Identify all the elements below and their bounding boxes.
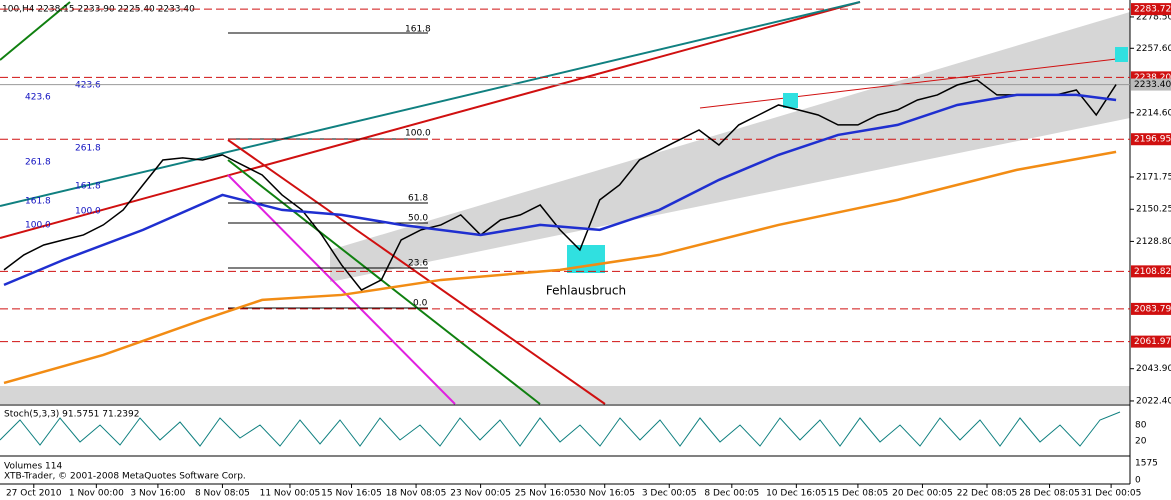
x-tick-label: 25 Nov 16:05: [515, 489, 576, 499]
level-label: 2061.97: [1134, 337, 1171, 347]
y-tick-label: 2043.90: [1136, 364, 1171, 374]
x-tick-label: 27 Oct 2010: [6, 489, 62, 499]
volume-label: Volumes 114: [4, 462, 62, 472]
level-label: 2083.79: [1134, 304, 1171, 314]
x-tick-label: 8 Nov 08:05: [195, 489, 250, 499]
level-label: 2108.82: [1134, 267, 1171, 277]
x-tick-label: 15 Nov 16:05: [321, 489, 382, 499]
fib-label: 0.0: [413, 299, 428, 309]
y-tick-label: 2128.80: [1136, 237, 1171, 247]
x-tick-label: 11 Nov 00:05: [260, 489, 321, 499]
x-tick-label: 8 Dec 00:05: [704, 489, 759, 499]
x-tick-label: 15 Dec 08:05: [828, 489, 889, 499]
fib-ext-label: 100.0: [25, 221, 51, 231]
fib-ext-label: 423.6: [25, 93, 51, 103]
y-tick-label: 2171.75: [1136, 173, 1171, 183]
stoch-line: [0, 411, 1121, 447]
y-tick-label: 2214.60: [1136, 108, 1171, 118]
fib-ext-label: 100.0: [75, 207, 101, 217]
level-box: [1131, 133, 1171, 146]
level-box: [1131, 265, 1171, 278]
annotation: Fehlausbruch: [546, 284, 626, 298]
trend-line: [227, 139, 606, 405]
fib-ext-label: 423.6: [75, 81, 101, 91]
fib-label: 50.0: [408, 214, 428, 224]
stoch-label: Stoch(5,3,3) 91.5751 71.2392: [4, 410, 139, 420]
stoch-tick: 80: [1135, 421, 1147, 431]
level-label: 2283.72: [1134, 5, 1171, 15]
fib-ext-label: 261.8: [25, 158, 51, 168]
y-tick-label: 2150.25: [1136, 205, 1171, 215]
fib-label: 161.8: [405, 25, 431, 35]
channel-band: [0, 386, 1130, 404]
level-label: 2238.20: [1134, 73, 1171, 83]
fib-ext-label: 161.8: [75, 182, 101, 192]
level-label: 2196.95: [1134, 135, 1171, 145]
level-box: [1131, 3, 1171, 16]
y-tick-label: 2022.40: [1136, 396, 1171, 406]
x-tick-label: 3 Dec 00:05: [642, 489, 697, 499]
fib-ext-label: 261.8: [75, 144, 101, 154]
x-tick-label: 31 Dec 00:05: [1081, 489, 1142, 499]
trend-line: [227, 159, 541, 405]
channel: [330, 12, 1130, 282]
volume-tick: 1575: [1135, 459, 1158, 469]
fib-ext-label: 161.8: [25, 197, 51, 207]
trend-line: [227, 174, 456, 405]
fib-label: 23.6: [408, 259, 428, 269]
trend-line: [699, 57, 1126, 109]
x-tick-label: 28 Dec 08:05: [1019, 489, 1080, 499]
x-tick-label: 3 Nov 16:00: [130, 489, 185, 499]
series-line: [3, 79, 1117, 291]
current-price-label: 2233.40: [1134, 80, 1171, 90]
volume-tick: 0: [1135, 476, 1141, 486]
x-tick-label: 10 Dec 16:05: [766, 489, 827, 499]
trend-line: [0, 1, 71, 61]
level-box: [1131, 335, 1171, 348]
series-line: [3, 93, 1117, 287]
x-tick-label: 18 Nov 08:05: [386, 489, 447, 499]
x-tick-label: 23 Nov 00:05: [450, 489, 511, 499]
y-tick-label: 2257.60: [1136, 44, 1171, 54]
highlight: [783, 93, 798, 108]
trend-line: [0, 1, 861, 239]
stoch-tick: 20: [1135, 437, 1147, 447]
x-tick-label: 20 Dec 00:05: [892, 489, 953, 499]
trend-line: [0, 1, 861, 207]
fib-label: 100.0: [405, 129, 431, 139]
level-box: [1131, 302, 1171, 315]
series-line: [3, 150, 1117, 385]
current-price-box: [1131, 78, 1171, 91]
fib-label: 61.8: [408, 194, 428, 204]
x-tick-label: 1 Nov 00:00: [69, 489, 124, 499]
x-tick-label: 22 Dec 08:05: [957, 489, 1018, 499]
highlight: [1115, 47, 1128, 62]
copyright: XTB-Trader, © 2001-2008 MetaQuotes Softw…: [4, 472, 246, 482]
y-tick-label: 2278.50: [1136, 12, 1171, 22]
x-tick-label: 30 Nov 16:05: [574, 489, 635, 499]
